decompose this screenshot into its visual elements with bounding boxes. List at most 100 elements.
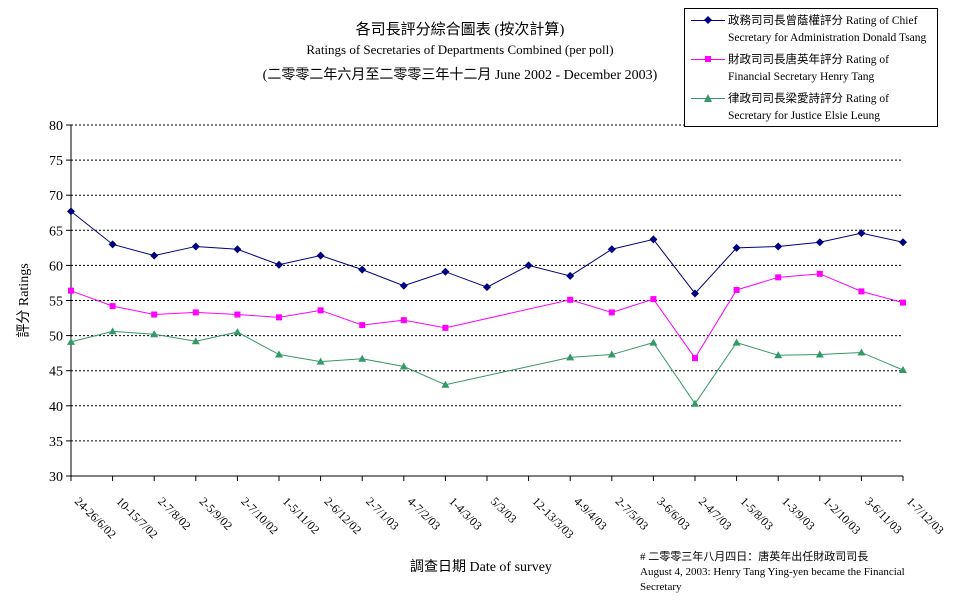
data-point bbox=[857, 229, 866, 238]
legend-diamond-marker bbox=[704, 16, 712, 24]
data-point bbox=[775, 274, 782, 281]
data-point bbox=[68, 287, 74, 294]
data-point bbox=[899, 238, 907, 247]
data-point bbox=[150, 330, 159, 338]
x-tick-label: 1-2/10/03 bbox=[821, 494, 864, 537]
footnote-line-2: August 4, 2003: Henry Tang Ying-yen beca… bbox=[640, 566, 905, 578]
data-point bbox=[275, 350, 283, 358]
x-tick-label: 12-13/3/03 bbox=[529, 494, 576, 541]
data-point bbox=[316, 251, 325, 260]
data-point bbox=[649, 338, 658, 346]
data-point bbox=[900, 299, 906, 306]
x-tick-label: 2-7/10/02 bbox=[238, 494, 281, 537]
data-point bbox=[359, 322, 366, 329]
legend-label-line2: Secretary for Justice Elsie Leung bbox=[728, 110, 880, 122]
y-tick-label: 55 bbox=[49, 295, 63, 310]
data-point bbox=[233, 328, 242, 336]
data-point bbox=[733, 286, 740, 293]
data-point bbox=[816, 270, 823, 277]
legend-label-line1: 政務司司長曾蔭權評分 Rating of Chief bbox=[728, 15, 918, 27]
y-tick-label: 35 bbox=[49, 435, 63, 450]
y-tick-label: 60 bbox=[49, 259, 63, 274]
data-point bbox=[108, 240, 117, 249]
series-line-1 bbox=[70, 210, 904, 295]
data-point bbox=[108, 327, 117, 335]
footnote-line-1: # 二零零三年八月四日：唐英年出任財政司司長 bbox=[640, 551, 869, 563]
legend-square-marker bbox=[705, 56, 711, 62]
y-axis-title: 評分 Ratings bbox=[16, 263, 32, 337]
data-point bbox=[109, 303, 116, 310]
data-point bbox=[732, 243, 741, 252]
x-tick-label: 5/3/03 bbox=[488, 494, 520, 526]
legend-item-henry-tang: 財政司司長唐英年評分 Rating of Financial Secretary… bbox=[685, 50, 937, 86]
data-point bbox=[774, 351, 783, 359]
data-point bbox=[399, 281, 408, 290]
legend-label-line2: Financial Secretary Henry Tang bbox=[728, 71, 875, 83]
data-point bbox=[607, 350, 616, 358]
legend-item-donald-tsang: 政務司司長曾蔭權評分 Rating of Chief Secretary for… bbox=[685, 11, 937, 47]
x-tick-label: 1-4/3/03 bbox=[446, 494, 485, 533]
legend-label-line2: Secretary for Administration Donald Tsan… bbox=[728, 32, 927, 44]
x-tick-label: 1-5/8/03 bbox=[737, 494, 776, 533]
x-tick-label: 3-6/6/03 bbox=[654, 494, 693, 533]
y-tick-label: 50 bbox=[49, 330, 63, 345]
data-point bbox=[358, 354, 367, 362]
y-tick-label: 45 bbox=[49, 365, 63, 380]
data-point bbox=[441, 380, 450, 388]
data-point bbox=[400, 317, 407, 324]
x-tick-label: 4-9/4/03 bbox=[571, 494, 610, 533]
footnote: # 二零零三年八月四日：唐英年出任財政司司長 August 4, 2003: H… bbox=[640, 550, 940, 595]
y-tick-label: 30 bbox=[49, 470, 63, 485]
x-tick-label: 2-6/12/02 bbox=[321, 494, 364, 537]
data-point bbox=[317, 307, 324, 314]
data-point bbox=[774, 242, 783, 251]
data-point bbox=[150, 251, 159, 260]
data-point bbox=[192, 309, 199, 316]
y-tick-label: 40 bbox=[49, 400, 63, 415]
data-point bbox=[815, 350, 824, 358]
data-point bbox=[316, 357, 325, 365]
data-point bbox=[691, 399, 699, 407]
data-point bbox=[566, 271, 575, 280]
x-tick-label: 1-7/12/03 bbox=[904, 494, 947, 537]
data-point bbox=[441, 267, 450, 276]
x-tick-label: 10-15/7/02 bbox=[113, 494, 160, 541]
data-point bbox=[191, 337, 200, 345]
data-point bbox=[442, 324, 449, 331]
x-tick-label: 2-7/5/03 bbox=[613, 494, 652, 533]
legend-triangle-marker bbox=[704, 94, 712, 102]
footnote-line-3: Secretary bbox=[640, 581, 682, 593]
data-point bbox=[399, 362, 408, 370]
legend-label-line1: 財政司司長唐英年評分 Rating of bbox=[728, 54, 889, 66]
data-point bbox=[691, 289, 699, 298]
chart-title: 各司長評分綜合圖表 (按次計算) bbox=[355, 22, 565, 38]
chart-legend: 政務司司長曾蔭權評分 Rating of Chief Secretary for… bbox=[684, 8, 938, 127]
chart-subtitle: Ratings of Secretaries of Departments Co… bbox=[306, 42, 614, 57]
data-point bbox=[67, 207, 75, 216]
data-point bbox=[607, 245, 616, 254]
y-tick-label: 80 bbox=[49, 119, 63, 134]
legend-label-line1: 律政司司長梁愛詩評分 Rating of bbox=[728, 93, 889, 105]
data-point bbox=[566, 353, 575, 361]
data-point bbox=[524, 261, 533, 270]
legend-item-elsie-leung: 律政司司長梁愛詩評分 Rating of Secretary for Justi… bbox=[685, 89, 937, 125]
data-point bbox=[233, 245, 242, 254]
data-point bbox=[857, 348, 866, 356]
y-tick-label: 65 bbox=[49, 224, 63, 239]
x-tick-label: 2-4/7/03 bbox=[696, 494, 735, 533]
x-tick-label: 2-5/9/02 bbox=[197, 494, 236, 533]
x-tick-label: 4-7/2/03 bbox=[405, 494, 444, 533]
data-point bbox=[732, 338, 741, 346]
data-point bbox=[67, 337, 75, 345]
x-tick-label: 2-7/1/03 bbox=[363, 494, 402, 533]
data-point bbox=[358, 265, 367, 274]
x-tick-label: 2-7/8/02 bbox=[155, 494, 194, 533]
data-point bbox=[483, 283, 491, 292]
x-tick-label: 3-6/11/03 bbox=[862, 494, 905, 537]
x-tick-label: 1-5/11/02 bbox=[280, 494, 323, 537]
data-point bbox=[276, 314, 282, 321]
x-tick-label: 24-26/6/02 bbox=[72, 494, 119, 541]
data-point bbox=[151, 311, 158, 318]
data-point bbox=[899, 365, 907, 373]
